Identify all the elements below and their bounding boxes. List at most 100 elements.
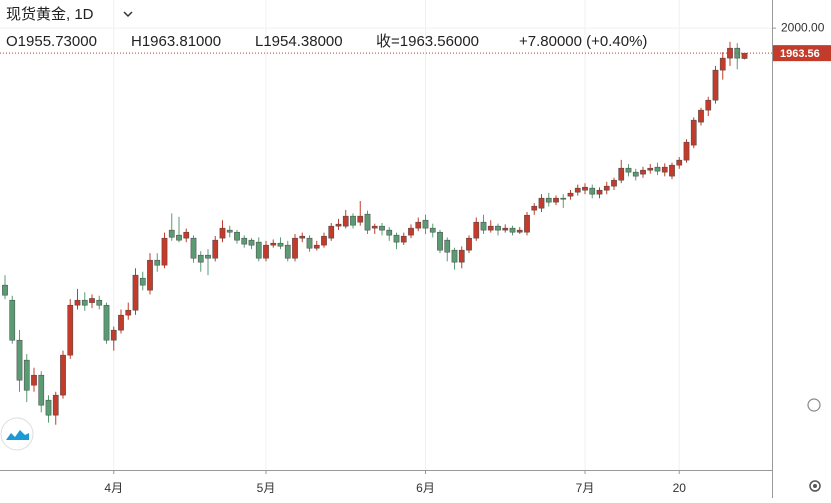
candle-body [553, 197, 559, 203]
candle-body [495, 225, 501, 231]
candle-body [415, 221, 422, 229]
candle-body [538, 197, 545, 209]
candle-body [422, 219, 429, 229]
candle-body [640, 169, 646, 175]
candle-body [16, 339, 23, 381]
logo[interactable] [0, 417, 34, 451]
candle-body [263, 244, 269, 259]
candle-body [596, 189, 603, 195]
candle-body [647, 167, 654, 171]
candle-body [560, 197, 567, 200]
candle-body [270, 242, 277, 246]
candle-body [676, 159, 683, 166]
candle-body [299, 235, 306, 239]
candle-body [473, 221, 480, 239]
candle-body [350, 215, 356, 226]
candle-body [110, 329, 117, 341]
legend-close: 收=1963.56000 [376, 33, 479, 50]
candle-body [328, 225, 335, 239]
candle-body [248, 239, 255, 246]
candle-body [321, 235, 327, 246]
candle-body [335, 223, 342, 227]
candle-body [306, 237, 313, 249]
x-tick-label: 7月 [576, 481, 595, 495]
candle-body [212, 239, 219, 259]
candle-body [96, 299, 103, 306]
candle-body [103, 304, 110, 341]
candle-body [690, 119, 697, 146]
candle-body [313, 244, 320, 249]
candle-body [734, 47, 741, 59]
candle-body [357, 215, 364, 223]
candle-body [712, 69, 719, 101]
candle-body [292, 237, 298, 259]
candle-body [89, 298, 95, 303]
candle-body [582, 186, 588, 191]
candle-body [625, 167, 632, 173]
candle-body [255, 241, 262, 259]
axis-settings-icon[interactable] [807, 398, 821, 412]
candle-body [45, 399, 52, 416]
candle-body [618, 167, 625, 181]
candle-body [205, 254, 211, 259]
dropdown-chevron[interactable] [123, 11, 133, 18]
candle-body [611, 179, 617, 187]
candle-body [168, 229, 175, 238]
candle-body [408, 227, 414, 236]
candle-body [545, 197, 552, 203]
candle-body [683, 141, 690, 161]
price-label-box [773, 45, 831, 62]
legend-open: O1955.73000 [6, 33, 97, 50]
candle-body [2, 284, 8, 296]
candle-body [31, 374, 37, 386]
plot-area [0, 0, 772, 470]
ohlc-legend: O1955.73000 H1963.81000 L1954.38000 收=19… [6, 33, 647, 50]
candle-body [197, 254, 204, 263]
candle-body [451, 249, 458, 263]
candle-body [154, 259, 161, 266]
candle-body [509, 227, 516, 233]
candle-body [52, 394, 59, 416]
candle-body [226, 229, 233, 233]
candle-body [487, 225, 494, 231]
price-label: 1963.56 [780, 48, 820, 60]
candle-body [118, 314, 124, 331]
candle-body [741, 52, 748, 59]
candle-body [567, 192, 574, 197]
candle-body [277, 242, 284, 247]
candle-body [603, 185, 610, 191]
candle-body [719, 57, 726, 71]
x-tick-label: 6月 [416, 481, 435, 495]
candle-body [125, 309, 132, 316]
legend-change: +7.80000 (+0.40%) [519, 33, 647, 50]
candle-body [364, 213, 371, 231]
candle-body [38, 374, 45, 406]
candle-body [502, 227, 509, 231]
candle-body [342, 215, 349, 227]
candle-body [81, 299, 88, 306]
x-tick-label: 4月 [104, 481, 123, 495]
candle-body [531, 205, 538, 211]
legend-high: H1963.81000 [131, 33, 221, 50]
x-tick-label: 5月 [257, 481, 276, 495]
candle-body [161, 237, 168, 266]
candle-body [589, 187, 596, 195]
candle-body [379, 225, 385, 231]
candle-body [524, 214, 530, 233]
chart-title: 现货黄金, 1D [6, 6, 94, 23]
candle-body [698, 109, 704, 123]
settings-icon[interactable] [809, 480, 821, 492]
candle-body [9, 299, 16, 341]
y-tick-label: 2000.00 [781, 20, 825, 34]
candle-body [139, 277, 146, 286]
candle-body [669, 164, 675, 177]
candle-body [371, 225, 378, 229]
candle-body [234, 231, 240, 241]
candle-body [219, 227, 226, 239]
candle-body [574, 187, 581, 193]
candle-body [516, 229, 523, 233]
candle-body [466, 237, 472, 251]
candle-body [284, 244, 291, 259]
